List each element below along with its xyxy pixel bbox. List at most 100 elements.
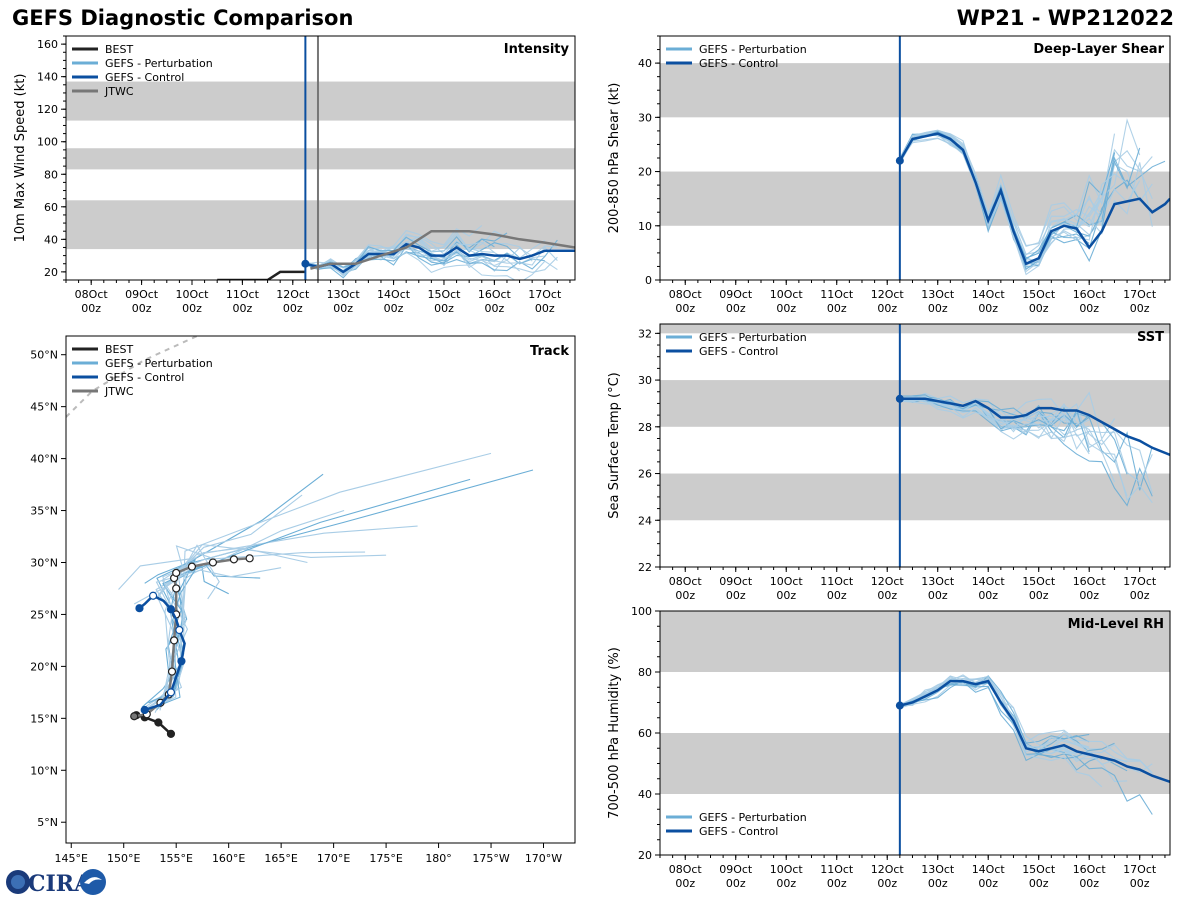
- track-legend-label-0: BEST: [105, 343, 133, 356]
- intensity-perturbation-line-15: [305, 232, 508, 268]
- track-point-jtwc-0: [130, 712, 139, 721]
- sst-init-point: [895, 394, 904, 403]
- track-point-gefs-control-8: [166, 605, 176, 614]
- track-panel: 5°N 10°N 15°N 20°N 25°N 30°N 35°N 40°N 45°N 50°N 1…: [30, 335, 576, 865]
- rh-legend-label-0: GEFS - Perturbation: [699, 811, 807, 824]
- sst-ytick-label-5: 32: [638, 327, 652, 340]
- sst-ytick-label-4: 30: [638, 374, 652, 387]
- rh-xtick-label-7: 15Oct 00z: [1022, 863, 1056, 890]
- intensity-ylabel: 10m Max Wind Speed (kt): [13, 74, 28, 243]
- track-point-jtwc-12: [229, 555, 239, 564]
- intensity-title: Intensity: [504, 42, 570, 57]
- shear-xtick-hour: 00z: [827, 302, 847, 315]
- track-point-jtwc-5: [169, 636, 179, 645]
- sst-band-1: [660, 380, 1170, 427]
- intensity-xtick-label-2: 10Oct 00z: [175, 288, 209, 315]
- sst-ylabel: Sea Surface Temp (°C): [607, 372, 622, 519]
- track-perturbation-line-11: [148, 525, 418, 709]
- shear-xtick-date: 15Oct: [1022, 288, 1056, 301]
- track-frame: [65, 335, 576, 844]
- shear-init-point: [895, 156, 904, 165]
- sst-xtick-label-9: 17Oct 00z: [1123, 575, 1157, 602]
- track-xtick-label-3: 160°E: [212, 852, 245, 865]
- sst-perturbation-line-12: [899, 397, 1153, 491]
- sst-title: SST: [1137, 330, 1164, 345]
- sst-xtick-label-7: 15Oct 00z: [1022, 575, 1056, 602]
- shear-ytick-label-1: 10: [638, 220, 652, 233]
- shear-ylabel: 200-850 hPa Shear (kt): [607, 83, 622, 234]
- sst-legend-label-0: GEFS - Perturbation: [699, 331, 807, 344]
- rh-xtick-label-2: 10Oct 00z: [770, 863, 804, 890]
- track-ytick-label-6: 35°N: [30, 505, 58, 518]
- rh-plot-area: [660, 611, 1170, 815]
- intensity-plot-area: [66, 81, 575, 280]
- intensity-xtick-label-4: 12Oct 00z: [276, 288, 310, 315]
- track-xtick-label-1: 150°E: [107, 852, 140, 865]
- track-perturbation-line-3: [156, 469, 534, 708]
- sst-xtick-date: 14Oct: [972, 575, 1006, 588]
- shear-series-gefs-control: [898, 132, 1170, 266]
- track-point-jtwc-4: [167, 667, 177, 676]
- rh-xtick-hour: 00z: [776, 877, 796, 890]
- intensity-xtick-date: 11Oct: [226, 288, 260, 301]
- shear-xtick-label-4: 12Oct 00z: [871, 288, 905, 315]
- sst-ytick-label-3: 28: [638, 421, 652, 434]
- shear-xtick-date: 08Oct: [669, 288, 703, 301]
- intensity-series-best: [217, 270, 306, 280]
- sst-xtick-hour: 00z: [827, 589, 847, 602]
- shear-ytick-label-4: 40: [638, 57, 652, 70]
- sst-ytick-label-2: 26: [638, 468, 652, 481]
- sst-xtick-hour: 00z: [776, 589, 796, 602]
- sst-xtick-label-3: 11Oct 00z: [820, 575, 854, 602]
- intensity-xtick-hour: 00z: [132, 302, 152, 315]
- rh-ytick-label-2: 60: [638, 727, 652, 740]
- rh-band-1: [660, 611, 1170, 672]
- rh-ytick-label-1: 40: [638, 788, 652, 801]
- intensity-series-jtwc: [310, 229, 575, 270]
- track-xtick-label-6: 175°E: [369, 852, 402, 865]
- shear-xtick-label-6: 14Oct 00z: [972, 288, 1006, 315]
- sst-perturbation-line-11: [899, 399, 1090, 440]
- intensity-xtick-date: 16Oct: [478, 288, 512, 301]
- sst-xtick-hour: 00z: [978, 589, 998, 602]
- intensity-xtick-hour: 00z: [333, 302, 353, 315]
- sst-xtick-date: 09Oct: [719, 575, 753, 588]
- track-point-best-1: [154, 718, 163, 727]
- sst-xtick-label-4: 12Oct 00z: [871, 575, 905, 602]
- track-point-gefs-control-12: [135, 604, 144, 613]
- track-ytick-label-0: 5°N: [37, 816, 58, 829]
- shear-xtick-hour: 00z: [1029, 302, 1049, 315]
- sst-series-gefs-control: [899, 397, 1170, 456]
- rh-xtick-date: 09Oct: [719, 863, 753, 876]
- shear-plot-area: [660, 63, 1170, 276]
- track-ytick-label-9: 50°N: [30, 349, 58, 362]
- intensity-xtick-hour: 00z: [232, 302, 252, 315]
- intensity-init-point: [301, 259, 310, 268]
- shear-xtick-hour: 00z: [776, 302, 796, 315]
- track-legend-label-1: GEFS - Perturbation: [105, 357, 213, 370]
- rh-legend-label-1: GEFS - Control: [699, 825, 778, 838]
- intensity-legend-label-0: BEST: [105, 43, 133, 56]
- track-point-best-0: [166, 729, 176, 739]
- sst-xtick-date: 08Oct: [669, 575, 703, 588]
- sst-ytick-label-1: 24: [638, 514, 652, 527]
- rh-perturbation-line-1: [899, 679, 1128, 763]
- intensity-ytick-label-1: 40: [44, 233, 58, 246]
- rh-xtick-date: 11Oct: [820, 863, 854, 876]
- track-perturbation-line-13: [141, 567, 282, 712]
- intensity-xtick-label-5: 13Oct 00z: [327, 288, 361, 315]
- track-ytick-label-3: 20°N: [30, 660, 58, 673]
- track-perturbation-line-10: [154, 509, 345, 713]
- rh-init-point: [895, 701, 904, 710]
- shear-xtick-hour: 00z: [1130, 302, 1150, 315]
- sst-xtick-hour: 00z: [675, 589, 695, 602]
- rh-xtick-date: 10Oct: [770, 863, 804, 876]
- intensity-xtick-label-9: 17Oct 00z: [528, 288, 562, 315]
- sst-xtick-hour: 00z: [877, 589, 897, 602]
- rh-xtick-date: 17Oct: [1123, 863, 1157, 876]
- intensity-ytick-label-4: 100: [37, 136, 58, 149]
- sst-xtick-date: 11Oct: [820, 575, 854, 588]
- page-title: GEFS Diagnostic Comparison: [12, 6, 354, 30]
- shear-xtick-date: 16Oct: [1073, 288, 1107, 301]
